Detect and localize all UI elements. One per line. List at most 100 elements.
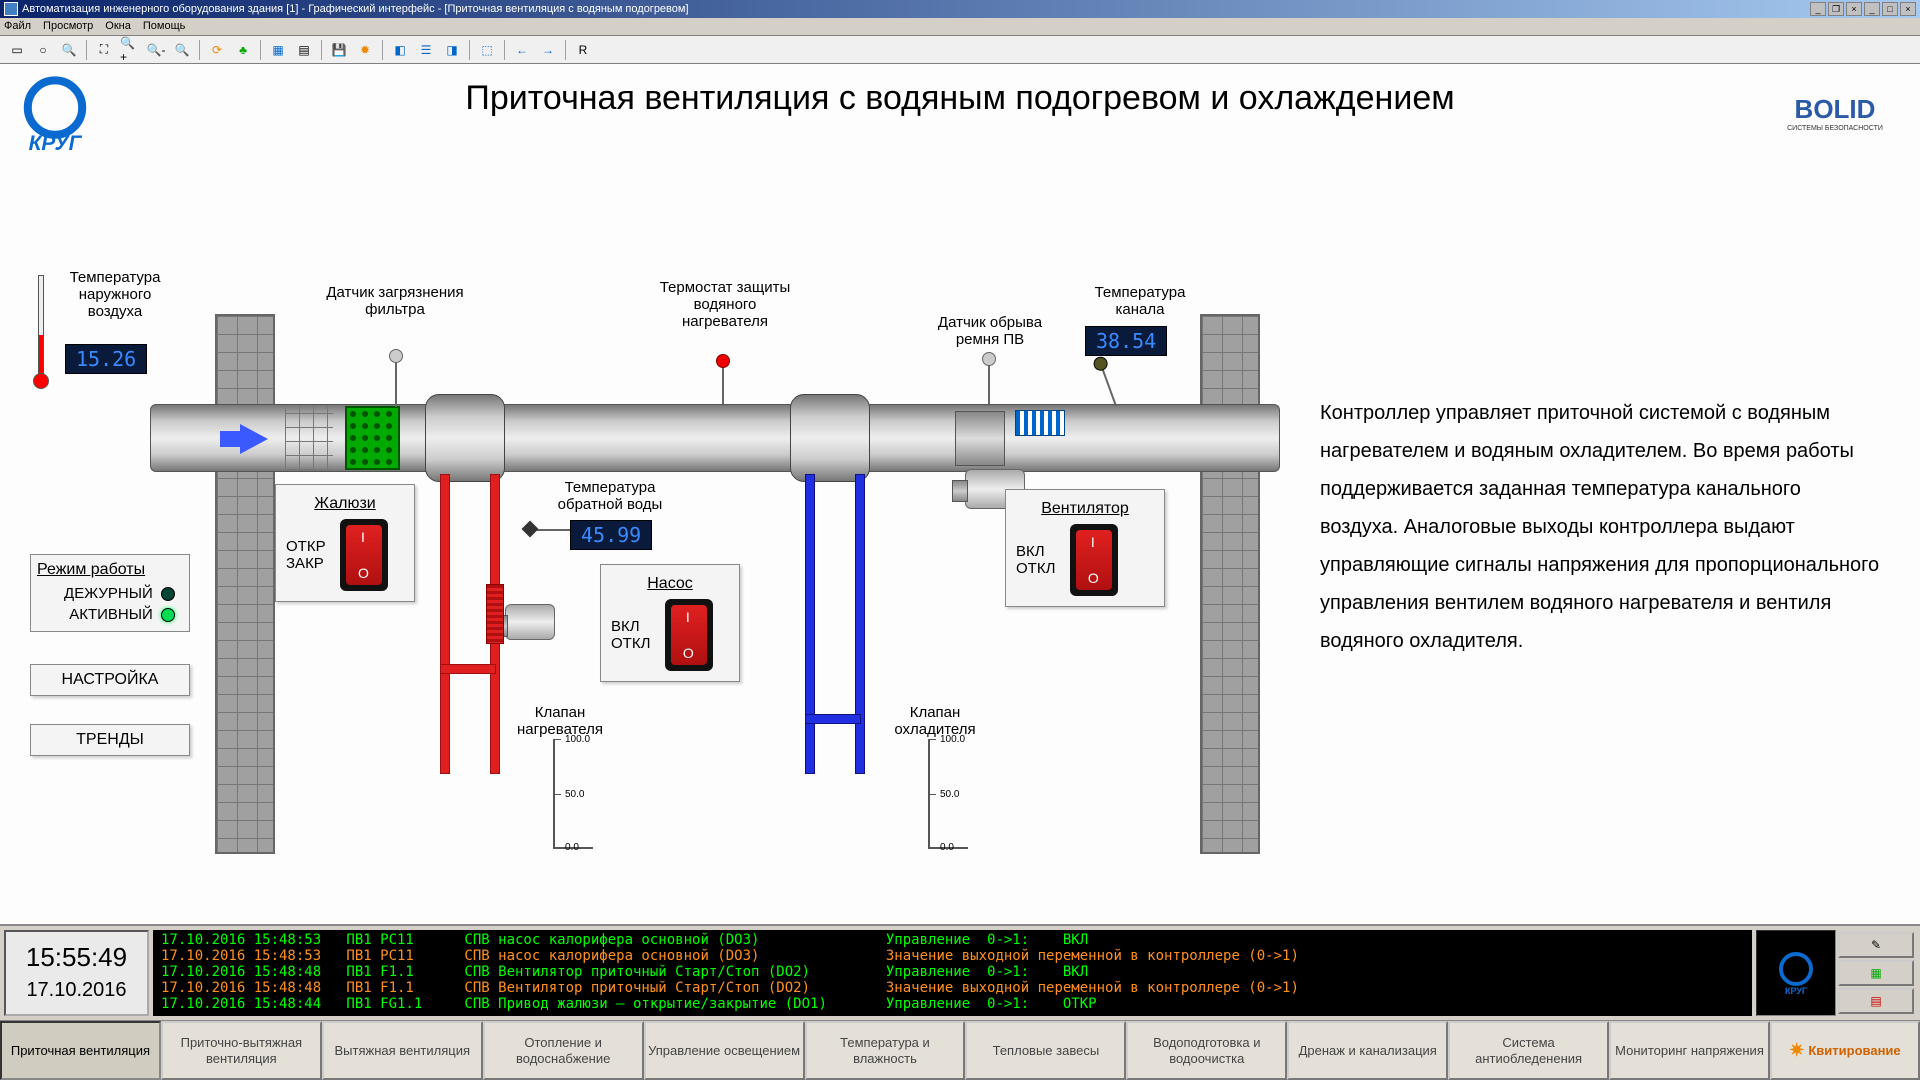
wall-left xyxy=(215,314,275,854)
close2-button[interactable]: × xyxy=(1900,2,1916,16)
pipe-hot-link xyxy=(440,664,496,674)
panel-damper-title: Жалюзи xyxy=(286,495,404,513)
label-valve-cooler: Клапан охладителя xyxy=(880,704,990,738)
scale2-bot: 0.0 xyxy=(940,842,954,853)
fan-state-on: ВКЛ xyxy=(1016,543,1055,560)
label-filter-sensor: Датчик загрязнения фильтра xyxy=(325,284,465,318)
damper-switch[interactable] xyxy=(340,519,388,591)
description-text: Контроллер управляет приточной системой … xyxy=(1320,394,1880,660)
scale2-top: 100.0 xyxy=(940,734,965,745)
trends-button[interactable]: ТРЕНДЫ xyxy=(30,724,190,756)
label-temp-channel: Температура канала xyxy=(1075,284,1205,318)
tool-fit-icon[interactable]: ⛶ xyxy=(93,39,115,61)
nav-water[interactable]: Водоподготовка и водоочистка xyxy=(1126,1021,1287,1080)
tool-fwd-icon[interactable]: → xyxy=(537,39,559,61)
pump-switch[interactable] xyxy=(665,599,713,671)
pipe-hot-supply xyxy=(440,474,450,774)
tool-tree-icon[interactable]: ♣ xyxy=(232,39,254,61)
tool-zoomout-icon[interactable]: 🔍- xyxy=(145,39,167,61)
scale-valve-cooler: 100.0 50.0 0.0 xyxy=(928,739,968,849)
maximize-button[interactable]: □ xyxy=(1882,2,1898,16)
clock-time: 15:55:49 xyxy=(6,942,147,973)
tool-panel2-icon[interactable]: ☰ xyxy=(415,39,437,61)
nav-exhaust[interactable]: Вытяжная вентиляция xyxy=(322,1021,483,1080)
nav-temp-humid[interactable]: Температура и влажность xyxy=(805,1021,966,1080)
title-bar: Автоматизация инженерного оборудования з… xyxy=(0,0,1920,18)
mini-logo: КРУГ xyxy=(1756,930,1836,1016)
minimize2-button[interactable]: _ xyxy=(1864,2,1880,16)
nav-ack[interactable]: ✷Квитирование xyxy=(1770,1021,1920,1080)
nav-bar: Приточная вентиляция Приточно-вытяжная в… xyxy=(0,1020,1920,1080)
pump-state-on: ВКЛ xyxy=(611,618,650,635)
logo-bolid-sub: СИСТЕМЫ БЕЗОПАСНОСТИ xyxy=(1780,125,1890,132)
log-btn-1[interactable]: ✎ xyxy=(1838,932,1914,958)
menu-view[interactable]: Просмотр xyxy=(43,20,93,33)
close-button[interactable]: × xyxy=(1846,2,1862,16)
nav-curtains[interactable]: Тепловые завесы xyxy=(965,1021,1126,1080)
settings-button[interactable]: НАСТРОЙКА xyxy=(30,664,190,696)
tool-gear-icon[interactable]: ✹ xyxy=(354,39,376,61)
svg-text:КРУГ: КРУГ xyxy=(29,132,83,154)
tool-refresh-icon[interactable]: ⟳ xyxy=(206,39,228,61)
menu-help[interactable]: Помощь xyxy=(143,20,186,33)
tool-zoomin-icon[interactable]: 🔍+ xyxy=(119,39,141,61)
tool-circle-icon[interactable]: ○ xyxy=(32,39,54,61)
minimize-button[interactable]: _ xyxy=(1810,2,1826,16)
app-icon xyxy=(4,2,18,16)
nav-deice[interactable]: Система антиобледенения xyxy=(1448,1021,1609,1080)
mode-duty-label: ДЕЖУРНЫЙ xyxy=(64,585,153,602)
wall-right xyxy=(1200,314,1260,854)
tool-pointer-icon[interactable]: ▭ xyxy=(6,39,28,61)
return-sensor-icon xyxy=(522,521,539,538)
pump-icon xyxy=(486,584,504,644)
label-temp-return: Температура обратной воды xyxy=(540,479,680,513)
menu-bar: Файл Просмотр Окна Помощь xyxy=(0,18,1920,36)
label-belt-sensor: Датчик обрыва ремня ПВ xyxy=(915,314,1065,348)
log-btn-2[interactable]: ▦ xyxy=(1838,960,1914,986)
tool-zoom-icon[interactable]: 🔍 xyxy=(58,39,80,61)
menu-file[interactable]: Файл xyxy=(4,20,31,33)
page-title: Приточная вентиляция с водяным подогрево… xyxy=(0,79,1920,118)
tool-select-icon[interactable]: ⬚ xyxy=(476,39,498,61)
pipe-cold-link xyxy=(805,714,861,724)
log-area: 15:55:49 17.10.2016 17.10.2016 15:48:53 … xyxy=(0,924,1920,1020)
tool-panel1-icon[interactable]: ◧ xyxy=(389,39,411,61)
fan-state-off: ОТКЛ xyxy=(1016,560,1055,577)
nav-supply-vent[interactable]: Приточная вентиляция xyxy=(0,1021,161,1080)
panel-fan: Вентилятор ВКЛ ОТКЛ xyxy=(1005,489,1165,607)
thermometer-icon xyxy=(25,269,55,389)
tool-save-icon[interactable]: 💾 xyxy=(328,39,350,61)
tool-r-button[interactable]: R xyxy=(572,39,594,61)
clock-panel: 15:55:49 17.10.2016 xyxy=(4,930,149,1016)
label-thermostat: Термостат защиты водяного нагревателя xyxy=(655,279,795,330)
nav-lighting[interactable]: Управление освещением xyxy=(644,1021,805,1080)
svg-text:КРУГ: КРУГ xyxy=(1785,986,1807,996)
nav-drain[interactable]: Дренаж и канализация xyxy=(1287,1021,1448,1080)
menu-windows[interactable]: Окна xyxy=(105,20,131,33)
scada-canvas: КРУГ BOLID СИСТЕМЫ БЕЗОПАСНОСТИ Приточна… xyxy=(0,64,1920,934)
event-log: 17.10.2016 15:48:53 ПВ1 PC11 СПВ насос к… xyxy=(153,930,1752,1016)
fan-switch[interactable] xyxy=(1070,524,1118,596)
nav-voltage[interactable]: Мониторинг напряжения xyxy=(1609,1021,1770,1080)
tool-calendar-icon[interactable]: ▤ xyxy=(293,39,315,61)
scale2-mid: 50.0 xyxy=(940,789,959,800)
label-temp-outside: Температура наружного воздуха xyxy=(55,269,175,320)
tool-back-icon[interactable]: ← xyxy=(511,39,533,61)
cooler-unit xyxy=(790,394,870,482)
thermostat-icon xyxy=(722,364,724,406)
restore-button[interactable]: ❐ xyxy=(1828,2,1844,16)
pump-motor-icon xyxy=(505,604,555,640)
scale-mid: 50.0 xyxy=(565,789,584,800)
panel-mode: Режим работы ДЕЖУРНЫЙ АКТИВНЫЙ xyxy=(30,554,190,632)
value-temp-channel: 38.54 xyxy=(1085,326,1167,356)
nav-heating[interactable]: Отопление и водоснабжение xyxy=(483,1021,644,1080)
tool-grid-icon[interactable]: ▦ xyxy=(267,39,289,61)
tool-panel3-icon[interactable]: ◨ xyxy=(441,39,463,61)
scale-bot: 0.0 xyxy=(565,842,579,853)
label-valve-heater: Клапан нагревателя xyxy=(505,704,615,738)
log-btn-3[interactable]: ▤ xyxy=(1838,988,1914,1014)
title-text: Автоматизация инженерного оборудования з… xyxy=(22,3,689,15)
belt-sensor-icon xyxy=(988,362,990,406)
tool-zoomreset-icon[interactable]: 🔍 xyxy=(171,39,193,61)
nav-supply-exhaust[interactable]: Приточно-вытяжная вентиляция xyxy=(161,1021,322,1080)
